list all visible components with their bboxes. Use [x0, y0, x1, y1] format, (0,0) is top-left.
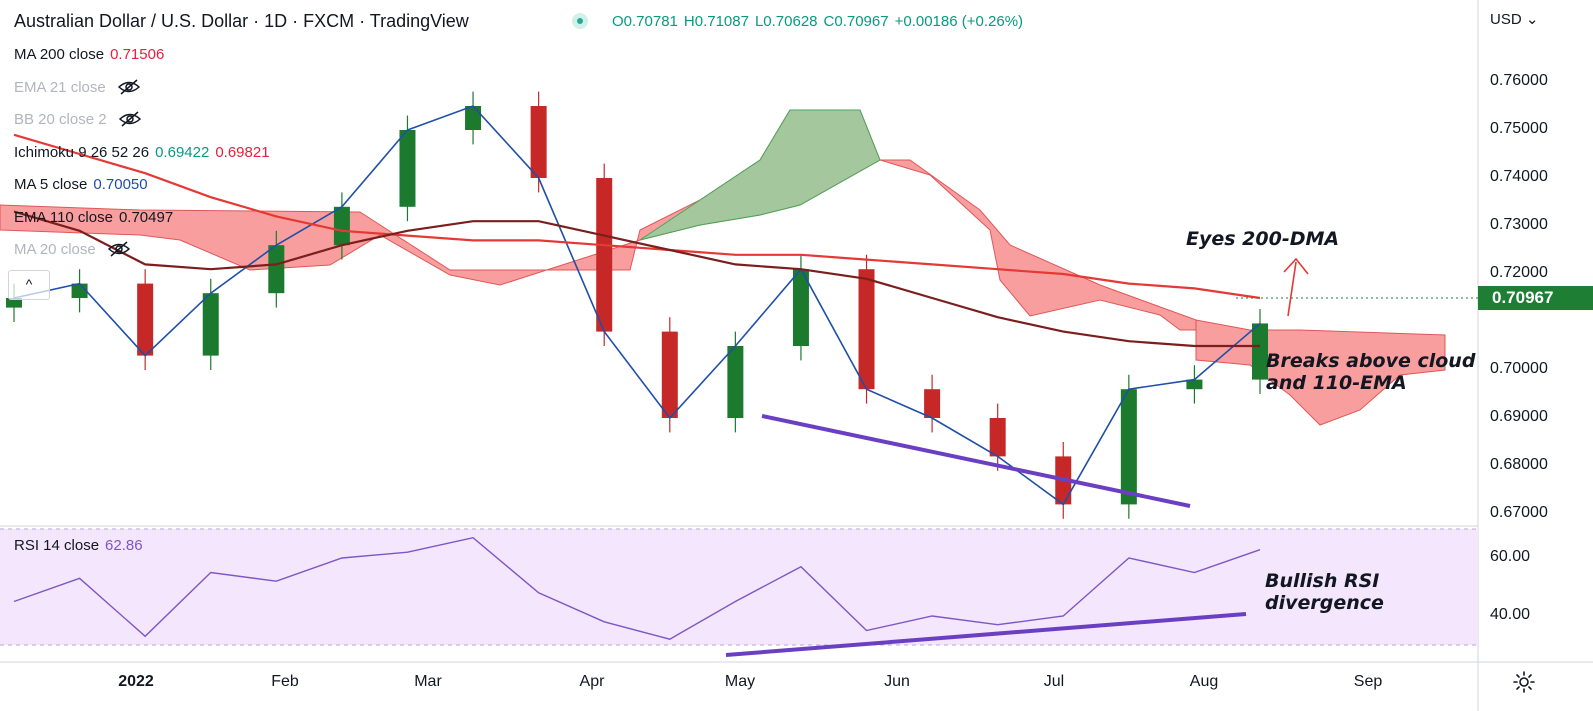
legend-label: EMA 110 close — [14, 208, 113, 226]
price-trendline — [761, 414, 1191, 508]
ohlc-readout: O0.70781 H0.71087 L0.70628 C0.70967 +0.00186… — [612, 13, 1029, 30]
price-tick-label: 0.67000 — [1490, 504, 1548, 521]
candle-body — [924, 389, 941, 418]
ichimoku-cloud-bull — [639, 109, 881, 241]
chart-title: Australian Dollar / U.S. Dollar · 1D · F… — [14, 11, 469, 31]
currency-selector[interactable]: USD ⌄ — [1490, 10, 1538, 28]
price-tick-label: 0.69000 — [1490, 408, 1548, 425]
annotation-breaks-line1: Breaks above cloud — [1266, 350, 1476, 372]
time-tick-label: Sep — [1353, 673, 1383, 690]
rsi-line — [13, 536, 1261, 640]
ohlc-low: L0.70628 — [754, 13, 818, 30]
legend-label: Ichimoku 9 26 52 26 — [14, 143, 150, 161]
ohlc-open: O0.70781 — [612, 13, 678, 30]
target-arrow-head — [1283, 257, 1309, 275]
rsi-label: RSI 14 close — [14, 537, 100, 554]
ema110-line — [13, 210, 1260, 348]
price-tick-label: 0.72000 — [1490, 264, 1548, 281]
legend-row[interactable]: EMA 21 close — [14, 79, 140, 100]
eye-hidden-icon[interactable] — [107, 241, 130, 262]
annotation-rsi-line2: divergence — [1265, 592, 1384, 614]
annotation-rsi-line1: Bullish RSI — [1265, 570, 1380, 592]
candle-body — [6, 298, 22, 308]
candle-body — [661, 331, 678, 418]
rsi-tick-label: 40.00 — [1490, 606, 1531, 623]
ohlc-change: +0.00186 (+0.26%) — [894, 13, 1024, 30]
candle-body — [596, 178, 613, 332]
time-tick-label: Aug — [1189, 673, 1219, 690]
chevron-up-icon: ^ — [25, 276, 33, 292]
annotation-rsi-divergence: Bullish RSI divergence — [1265, 570, 1384, 614]
legend-collapse-button[interactable]: ^ — [8, 270, 50, 300]
candle-body — [137, 283, 154, 356]
candle-body — [202, 293, 219, 356]
legend-label: EMA 21 close — [14, 78, 106, 96]
rsi-trendline — [725, 612, 1247, 657]
currency-label: USD — [1490, 11, 1522, 28]
legend-label: BB 20 close 2 — [14, 111, 107, 128]
price-tick-label: 0.76000 — [1490, 72, 1548, 89]
time-tick-label: Jul — [1043, 673, 1065, 690]
candle-body — [989, 418, 1006, 457]
candle-body — [858, 269, 875, 390]
time-tick-label: May — [724, 673, 756, 690]
legend-row[interactable]: MA 200 close 0.71506 — [14, 46, 164, 64]
close-line — [13, 105, 1261, 506]
candle-body — [333, 206, 350, 246]
price-tick-label: 0.68000 — [1490, 456, 1548, 473]
target-arrow-shaft — [1287, 261, 1297, 317]
legend-label: MA 5 close — [14, 176, 88, 193]
rsi-value: 62.86 — [105, 537, 143, 554]
market-status-dot — [572, 13, 588, 29]
candle-body — [792, 269, 809, 346]
legend-value: 0.70497 — [118, 208, 174, 226]
rsi-band — [0, 529, 1478, 645]
rsi-tick-label: 60.00 — [1490, 548, 1531, 565]
legend-label: MA 20 close — [14, 241, 96, 258]
time-tick-label: Apr — [579, 673, 605, 690]
legend-label: MA 200 close — [14, 46, 105, 63]
legend-row[interactable]: Ichimoku 9 26 52 26 0.69422 0.69821 — [14, 144, 270, 162]
chevron-down-icon: ⌄ — [1525, 11, 1539, 28]
time-tick-label: Mar — [414, 673, 442, 690]
legend-row[interactable]: MA 5 close 0.70050 — [14, 176, 148, 194]
eye-hidden-icon[interactable] — [118, 111, 141, 132]
eye-hidden-icon[interactable] — [117, 78, 140, 100]
candle-body — [727, 346, 744, 418]
legend-row[interactable]: BB 20 close 2 — [14, 111, 141, 132]
ohlc-close: C0.70967 — [823, 13, 889, 30]
price-tick-label: 0.75000 — [1490, 120, 1548, 137]
rsi-legend: RSI 14 close 62.86 — [14, 537, 143, 554]
candle-body — [1252, 323, 1268, 380]
time-tick-label: Jun — [884, 673, 910, 690]
candle-body — [268, 245, 285, 294]
annotation-eyes-200dma: Eyes 200-DMA — [1186, 228, 1340, 250]
legend-row[interactable]: EMA 110 close 0.70497 — [14, 209, 173, 227]
annotation-breaks-cloud: Breaks above cloud and 110-EMA — [1266, 350, 1475, 394]
price-tick-label: 0.73000 — [1490, 216, 1548, 233]
candle-body — [465, 106, 482, 130]
time-tick-label: 2022 — [118, 673, 154, 690]
candle-body — [399, 130, 416, 207]
annotation-breaks-line2: and 110-EMA — [1266, 372, 1407, 394]
settings-gear-icon[interactable] — [1512, 670, 1536, 694]
ohlc-high: H0.71087 — [683, 13, 749, 30]
legend-value-2: 0.69821 — [215, 143, 270, 161]
legend-row[interactable]: MA 20 close — [14, 241, 130, 262]
legend-value: 0.70050 — [93, 176, 148, 193]
price-tick-label: 0.74000 — [1490, 168, 1548, 185]
price-tick-label: 0.70000 — [1490, 360, 1548, 377]
legend-value: 0.69422 — [155, 143, 210, 161]
candle-body — [530, 106, 547, 178]
legend-value: 0.71506 — [110, 46, 165, 63]
time-tick-label: Feb — [271, 673, 299, 690]
candle-body — [1120, 389, 1137, 505]
candle-body — [1186, 379, 1203, 390]
ma200-line — [13, 133, 1261, 300]
last-price-label: 0.70967 — [1478, 286, 1593, 310]
